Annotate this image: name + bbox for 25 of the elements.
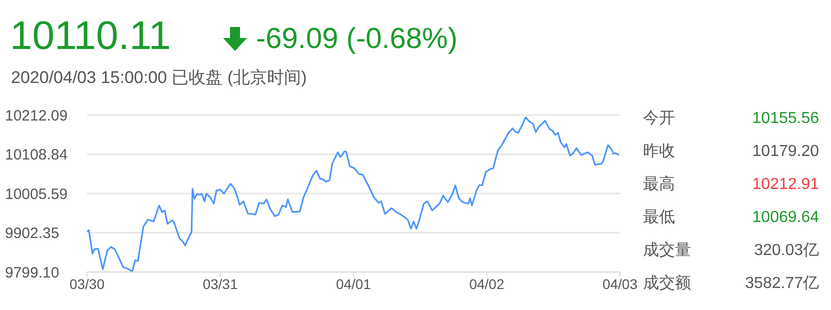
text: 10155.56 xyxy=(752,109,819,129)
text: 10212.91 xyxy=(752,175,819,195)
text: 10069.64 xyxy=(752,208,819,228)
chart-subtitle: 2020/04/03 15:00:00 已收盘 (北京时间) xyxy=(11,67,307,89)
x-tick-label: 03/31 xyxy=(202,276,238,292)
x-tick-label: 04/03 xyxy=(602,276,638,292)
text: -69.09 (-0.68%) xyxy=(256,22,458,57)
text: 10179.20 xyxy=(752,142,819,162)
text: 320.03亿 xyxy=(754,241,819,261)
text: 昨收 xyxy=(643,142,675,162)
text: 最高 xyxy=(643,174,675,195)
chart-title: 10110.11 xyxy=(10,13,171,60)
x-tick-label: 04/02 xyxy=(469,276,504,292)
x-tick-label: 03/30 xyxy=(69,276,105,292)
text: 3582.77亿 xyxy=(745,274,819,294)
text: 今开 xyxy=(643,109,675,129)
y-tick-label: 10005.59 xyxy=(5,186,68,203)
text: 成交量 xyxy=(643,240,691,261)
text: 成交额 xyxy=(643,274,691,294)
y-tick-label: 10108.84 xyxy=(5,146,68,164)
y-tick-label: 10212.09 xyxy=(5,107,68,124)
x-tick-label: 04/01 xyxy=(336,276,372,292)
y-tick-label: 9799.10 xyxy=(5,264,60,282)
text: 最低 xyxy=(643,208,675,228)
y-tick-label: 9902.35 xyxy=(5,225,60,242)
